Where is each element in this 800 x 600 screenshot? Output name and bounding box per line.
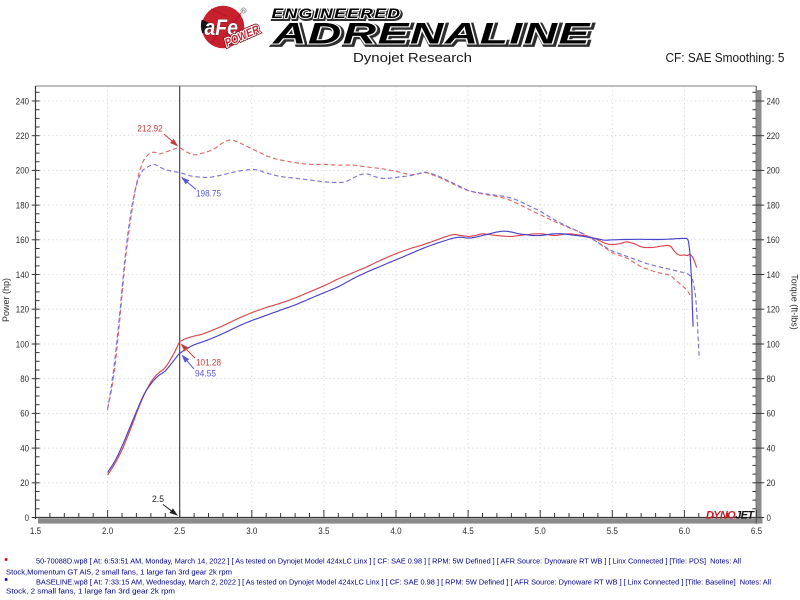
svg-text:3.5: 3.5 (318, 526, 329, 537)
svg-text:220: 220 (767, 131, 780, 142)
svg-text:CF: SAE Smoothing: 5: CF: SAE Smoothing: 5 (666, 50, 785, 65)
svg-text:Power (hp): Power (hp) (1, 278, 11, 322)
svg-text:2.5: 2.5 (174, 526, 185, 537)
svg-text:160: 160 (16, 235, 29, 246)
svg-text:Stock,Momentum GT AI5, 2 small: Stock,Momentum GT AI5, 2 small fans, 1 l… (6, 568, 232, 577)
svg-text:140: 140 (767, 270, 780, 281)
svg-text:220: 220 (16, 131, 29, 142)
svg-text:80: 80 (767, 374, 776, 385)
svg-text:180: 180 (767, 200, 780, 211)
svg-text:ADRENALINE: ADRENALINE (271, 18, 591, 51)
svg-text:5.5: 5.5 (607, 526, 618, 537)
svg-text:ENGINEERED: ENGINEERED (273, 7, 403, 22)
svg-text:BASELINE.wp8 [ At: 7:33:15 AM,: BASELINE.wp8 [ At: 7:33:15 AM, Wednesday… (36, 578, 771, 587)
svg-text:4.5: 4.5 (463, 526, 474, 537)
svg-text:100: 100 (16, 339, 29, 350)
svg-text:200: 200 (767, 166, 780, 177)
svg-text:aFe: aFe (205, 15, 239, 40)
svg-text:101.28: 101.28 (196, 358, 221, 368)
svg-text:DYNOJET: DYNOJET (706, 509, 755, 521)
svg-text:6.5: 6.5 (751, 526, 762, 537)
svg-text:240: 240 (767, 96, 780, 107)
svg-text:3.0: 3.0 (246, 526, 257, 537)
svg-text:200: 200 (16, 166, 29, 177)
svg-text:120: 120 (16, 305, 29, 316)
svg-text:ADRENALINE: ADRENALINE (271, 18, 591, 51)
svg-text:94.55: 94.55 (195, 369, 216, 379)
svg-text:1.5: 1.5 (30, 526, 41, 537)
svg-text:20: 20 (767, 478, 776, 489)
svg-text:240: 240 (16, 96, 29, 107)
svg-text:60: 60 (767, 409, 776, 420)
svg-text:5.0: 5.0 (535, 526, 546, 537)
svg-text:100: 100 (767, 339, 780, 350)
svg-text:0: 0 (25, 513, 29, 524)
svg-text:Stock, 2 small fans, 1 large f: Stock, 2 small fans, 1 large fan 3rd gea… (6, 587, 175, 596)
svg-text:20: 20 (20, 478, 29, 489)
svg-text:R: R (242, 8, 245, 13)
svg-text:ENGINEERED: ENGINEERED (272, 6, 402, 21)
svg-text:40: 40 (767, 443, 776, 454)
svg-text:Dynojet Research: Dynojet Research (353, 50, 472, 65)
svg-text:120: 120 (767, 305, 780, 316)
svg-text:Torque (ft-lbs): Torque (ft-lbs) (790, 274, 800, 330)
svg-text:6.0: 6.0 (679, 526, 690, 537)
svg-text:140: 140 (16, 270, 29, 281)
svg-text:60: 60 (20, 409, 29, 420)
svg-text:160: 160 (767, 235, 780, 246)
svg-text:198.75: 198.75 (196, 189, 221, 199)
svg-text:212.92: 212.92 (137, 124, 163, 134)
svg-text:50-70088D.wp8 [ At: 6:53:51 AM: 50-70088D.wp8 [ At: 6:53:51 AM, Monday, … (36, 557, 741, 566)
svg-text:180: 180 (16, 200, 29, 211)
svg-text:ENGINEERED: ENGINEERED (272, 6, 402, 21)
svg-text:80: 80 (20, 374, 29, 385)
svg-text:2.0: 2.0 (102, 526, 113, 537)
svg-text:2.5: 2.5 (152, 494, 164, 504)
svg-text:4.0: 4.0 (390, 526, 401, 537)
svg-text:40: 40 (20, 443, 29, 454)
svg-text:ADRENALINE: ADRENALINE (273, 19, 593, 52)
svg-text:0: 0 (767, 513, 771, 524)
